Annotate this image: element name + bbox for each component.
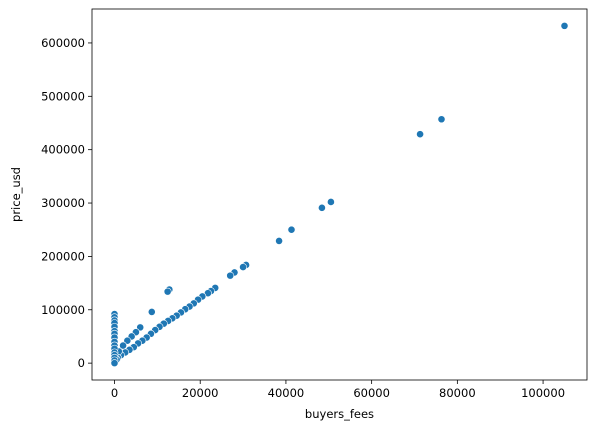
- x-tick-label: 20000: [182, 386, 219, 400]
- point: [239, 263, 247, 271]
- point: [327, 198, 335, 206]
- point: [110, 359, 119, 368]
- point: [318, 203, 326, 212]
- point: [287, 225, 296, 234]
- plot-frame: [91, 8, 588, 381]
- point: [560, 21, 569, 30]
- y-tick-label: 600000: [41, 36, 85, 50]
- x-tick-label: 80000: [439, 386, 476, 400]
- y-axis-label: price_usd: [9, 167, 23, 222]
- point: [119, 341, 127, 350]
- point: [416, 130, 424, 139]
- x-tick-label: 0: [111, 386, 118, 400]
- y-tick-label: 400000: [41, 143, 85, 157]
- point: [226, 271, 235, 280]
- y-tick-label: 200000: [41, 249, 85, 263]
- point: [275, 237, 283, 245]
- point: [147, 308, 156, 316]
- x-tick-label: 40000: [268, 386, 305, 400]
- y-tick-label: 100000: [41, 303, 85, 317]
- point: [437, 115, 446, 124]
- x-axis-label: buyers_fees: [305, 407, 374, 421]
- y-tick-label: 300000: [41, 196, 85, 210]
- y-tick-label: 500000: [41, 89, 85, 103]
- x-tick-label: 100000: [521, 386, 565, 400]
- point: [163, 287, 172, 296]
- x-tick-label: 60000: [353, 386, 390, 400]
- y-tick-label: 0: [78, 356, 85, 370]
